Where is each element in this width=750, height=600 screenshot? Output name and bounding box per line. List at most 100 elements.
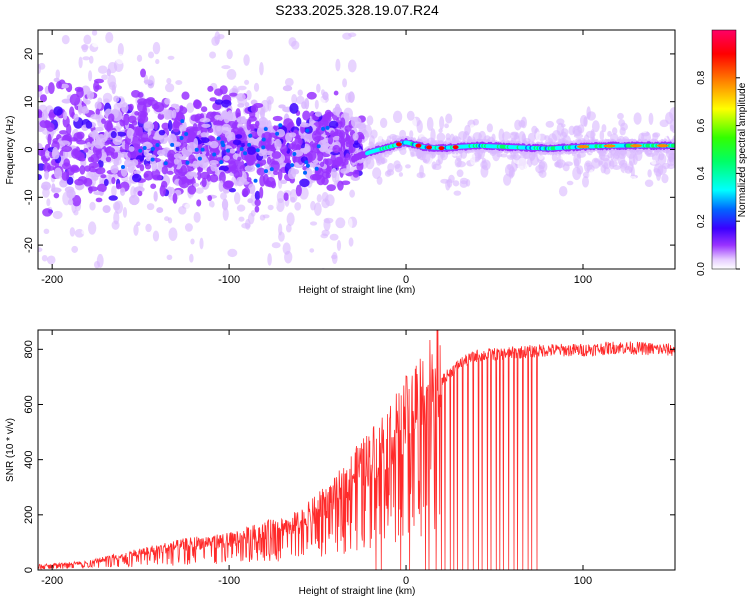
spectrogram-blob-faint [167,55,175,60]
spectrogram-blob-faint [89,55,94,64]
spectrogram-blob [150,183,157,189]
spectrogram-hotspot [194,147,199,152]
spectrogram-blob [127,150,138,159]
spectrogram-blob-faint [102,92,113,104]
spectrogram-blob-faint [278,231,285,242]
spectrogram-blob [151,139,162,145]
spectrogram-blob-faint [613,151,620,160]
spectrogram-blob [158,129,166,136]
spectrogram-blob-faint [271,242,281,249]
spectrogram-blob-faint [309,221,318,226]
spectrogram-blob-faint [267,253,272,266]
spectrogram-blob-faint [599,130,605,141]
spectrogram-blob [271,151,282,159]
spectrogram-blob [224,131,233,139]
spectrogram-blob-faint [509,154,517,160]
spectrogram-blob [128,103,134,111]
spectrogram-blob [133,170,141,175]
spectrogram-blob [107,175,113,185]
x-tick-label: -200 [41,575,63,587]
spectrogram-blob-faint [329,233,339,241]
spectrogram-blob [288,143,296,150]
spectrogram-blob [186,126,196,132]
colorbar-gradient [711,29,737,270]
spectrogram-blob-faint [309,248,315,253]
spectrogram-blob [192,160,199,169]
spectrogram-hotspot [221,143,226,148]
spectrogram-blob [322,91,329,101]
spectrogram-blob-faint [244,79,250,85]
spectrogram-blob [259,107,265,120]
spectrogram-blob-faint [416,150,422,160]
chart-title: S233.2025.328.19.07.R24 [275,2,439,18]
spectrogram-blob-faint [644,179,654,188]
y-tick-label: -10 [23,189,35,205]
spectrogram-blob-faint [259,62,264,76]
spectrogram-blob [201,123,211,128]
spectrogram-blob [93,191,104,196]
spectrogram-blob [254,205,260,213]
spectrogram-blob-faint [659,119,669,128]
spectrogram-blob-faint [253,82,260,92]
spectrogram-blob-faint [612,165,621,171]
spectrogram-blob [127,163,135,174]
spectrogram-blob [137,110,148,118]
spectrogram-blob-faint [289,196,296,203]
spectrogram-blob-faint [426,117,434,131]
spectrogram-blob [108,195,118,201]
spectrogram-blob [46,122,55,132]
spectrogram-blob [279,144,288,154]
spectrogram-blob-faint [581,176,589,188]
spectrogram-blob [319,161,325,168]
spectrogram-blob [103,131,109,141]
spectrogram-blob [254,199,261,207]
spectrogram-blob [38,174,42,181]
spectrogram-blob [246,154,254,166]
spectrogram-hotspot [316,144,321,149]
spectrogram-blob-faint [410,117,417,131]
spectrogram-blob-faint [152,230,160,242]
spectrogram-blob [53,167,63,180]
spectrogram-hotspot [185,160,190,165]
spectrogram-blob [131,173,142,183]
spectrogram-blob-faint [284,78,294,87]
snr-y-label: SNR (10 * v/v) [5,418,16,482]
spectrogram-x-axis: -200 -100 0 100 [41,30,592,286]
spectrogram-blob-faint [641,158,646,169]
spectrogram-blob-faint [399,129,407,139]
spectrogram-blob-faint [160,199,167,206]
spectrogram-blob-faint [155,59,160,65]
spectrogram-blob [140,68,146,78]
colorbar: 0.0 0.2 0.4 0.6 0.8 Normalized spectral ampl… [696,29,748,276]
spectrogram-blob-faint [608,160,618,167]
spectrogram-blob-faint [661,173,669,184]
spectrogram-blob-faint [405,164,411,169]
spectrogram-blob [232,126,239,132]
spectrogram-blob [294,137,303,147]
colorbar-tick-label: 0.2 [696,214,707,228]
spectrogram-blob [73,113,79,122]
x-tick-label: 100 [574,575,592,587]
spectrogram-blob-faint [647,169,652,178]
spectrogram-hotspot [150,157,155,162]
spectrogram-blob-faint [267,204,274,211]
spectrogram-hotspot [243,151,248,156]
spectrogram-blob [223,113,230,124]
spectrogram-blob-faint [436,132,446,142]
spectrogram-blob [283,118,294,128]
spectrogram-blob [95,197,103,203]
spectrogram-blob-faint [439,116,445,130]
spectrogram-blob [289,103,299,114]
spectrogram-blob [296,117,302,127]
spectrogram-blob [83,148,89,153]
spectrogram-blob-faint [88,70,93,82]
spectrogram-blob-faint [245,89,252,101]
spectrogram-blob [60,83,70,89]
x-tick-label: 0 [403,575,409,587]
spectrogram-blob-faint [70,274,77,280]
snr-x-label: Height of straight line (km) [299,586,416,597]
spectrogram-blob [50,187,62,193]
spectrogram-blob [330,167,338,179]
spectrogram-blob [340,117,346,128]
spectrogram-blob-faint [588,169,595,183]
